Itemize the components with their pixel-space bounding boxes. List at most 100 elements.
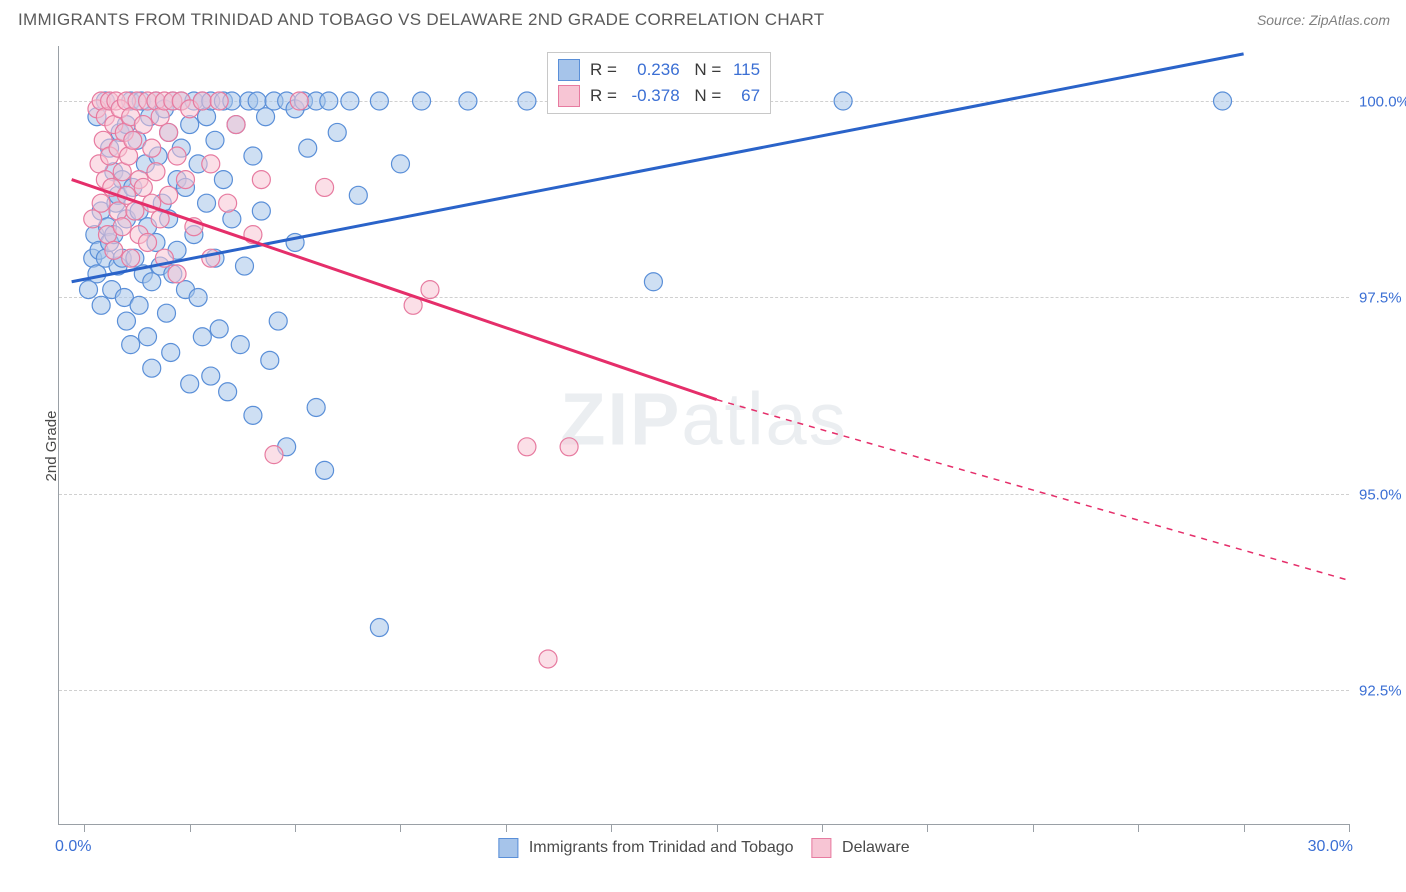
data-point xyxy=(181,375,199,393)
data-point xyxy=(202,155,220,173)
data-point xyxy=(202,367,220,385)
x-axis-legend: Immigrants from Trinidad and Tobago Dela… xyxy=(498,838,909,858)
data-point xyxy=(88,265,106,283)
data-point xyxy=(92,194,110,212)
data-point xyxy=(421,281,439,299)
data-point xyxy=(257,108,275,126)
data-point xyxy=(120,147,138,165)
x-tick xyxy=(84,824,85,832)
data-point xyxy=(370,92,388,110)
data-point xyxy=(316,461,334,479)
data-point xyxy=(252,202,270,220)
data-point xyxy=(290,92,308,110)
data-point xyxy=(143,273,161,291)
data-point xyxy=(202,249,220,267)
data-point xyxy=(248,92,266,110)
legend-item-blue: Immigrants from Trinidad and Tobago xyxy=(498,838,793,858)
data-point xyxy=(113,218,131,236)
data-point xyxy=(518,438,536,456)
data-point xyxy=(193,92,211,110)
data-point xyxy=(252,171,270,189)
x-tick xyxy=(717,824,718,832)
y-tick-label: 95.0% xyxy=(1359,486,1406,503)
data-point xyxy=(160,123,178,141)
x-axis-min-label: 0.0% xyxy=(55,838,91,856)
y-tick-label: 92.5% xyxy=(1359,683,1406,700)
data-point xyxy=(320,92,338,110)
x-axis-max-label: 30.0% xyxy=(1308,838,1353,856)
data-point xyxy=(219,383,237,401)
data-point xyxy=(130,296,148,314)
chart-plot-area: ZIPatlas 92.5%95.0%97.5%100.0% 0.0% 30.0… xyxy=(58,46,1349,825)
stats-row-pink: R = -0.378 N = 67 xyxy=(558,83,760,109)
data-point xyxy=(109,202,127,220)
x-tick xyxy=(822,824,823,832)
data-point xyxy=(210,320,228,338)
x-tick xyxy=(927,824,928,832)
data-point xyxy=(84,210,102,228)
x-tick xyxy=(295,824,296,832)
stats-swatch-pink xyxy=(558,85,580,107)
data-point xyxy=(231,336,249,354)
stats-row-blue: R = 0.236 N = 115 xyxy=(558,57,760,83)
data-point xyxy=(151,108,169,126)
data-point xyxy=(189,288,207,306)
data-point xyxy=(122,249,140,267)
data-point xyxy=(80,281,98,299)
legend-swatch-pink xyxy=(812,838,832,858)
data-point xyxy=(176,171,194,189)
trend-line xyxy=(717,400,1349,581)
data-point xyxy=(244,406,262,424)
data-point xyxy=(265,446,283,464)
data-point xyxy=(158,304,176,322)
chart-source: Source: ZipAtlas.com xyxy=(1257,12,1390,28)
data-point xyxy=(139,233,157,251)
stats-swatch-blue xyxy=(558,59,580,81)
data-point xyxy=(299,139,317,157)
data-point xyxy=(244,147,262,165)
data-point xyxy=(223,210,241,228)
data-point xyxy=(105,241,123,259)
data-point xyxy=(139,328,157,346)
data-point xyxy=(307,398,325,416)
scatter-plot-svg xyxy=(59,46,1349,824)
data-point xyxy=(644,273,662,291)
x-tick xyxy=(1033,824,1034,832)
legend-item-pink: Delaware xyxy=(812,838,910,858)
data-point xyxy=(328,123,346,141)
x-tick xyxy=(1349,824,1350,832)
data-point xyxy=(206,131,224,149)
data-point xyxy=(117,312,135,330)
data-point xyxy=(261,351,279,369)
data-point xyxy=(134,116,152,134)
data-point xyxy=(370,619,388,637)
chart-title: IMMIGRANTS FROM TRINIDAD AND TOBAGO VS D… xyxy=(18,10,825,30)
x-tick xyxy=(611,824,612,832)
stats-box: R = 0.236 N = 115 R = -0.378 N = 67 xyxy=(547,52,771,114)
data-point xyxy=(193,328,211,346)
data-point xyxy=(219,194,237,212)
y-tick-label: 97.5% xyxy=(1359,290,1406,307)
data-point xyxy=(198,108,216,126)
x-tick xyxy=(1138,824,1139,832)
data-point xyxy=(518,92,536,110)
data-point xyxy=(227,116,245,134)
x-tick xyxy=(190,824,191,832)
data-point xyxy=(122,336,140,354)
data-point xyxy=(168,147,186,165)
x-tick xyxy=(400,824,401,832)
data-point xyxy=(147,163,165,181)
data-point xyxy=(391,155,409,173)
data-point xyxy=(269,312,287,330)
trend-line xyxy=(72,180,717,400)
chart-header: IMMIGRANTS FROM TRINIDAD AND TOBAGO VS D… xyxy=(0,0,1406,40)
data-point xyxy=(349,186,367,204)
data-point xyxy=(560,438,578,456)
legend-swatch-blue xyxy=(498,838,518,858)
data-point xyxy=(235,257,253,275)
data-point xyxy=(210,92,228,110)
data-point xyxy=(160,186,178,204)
data-point xyxy=(198,194,216,212)
data-point xyxy=(92,296,110,314)
y-tick-label: 100.0% xyxy=(1359,94,1406,111)
